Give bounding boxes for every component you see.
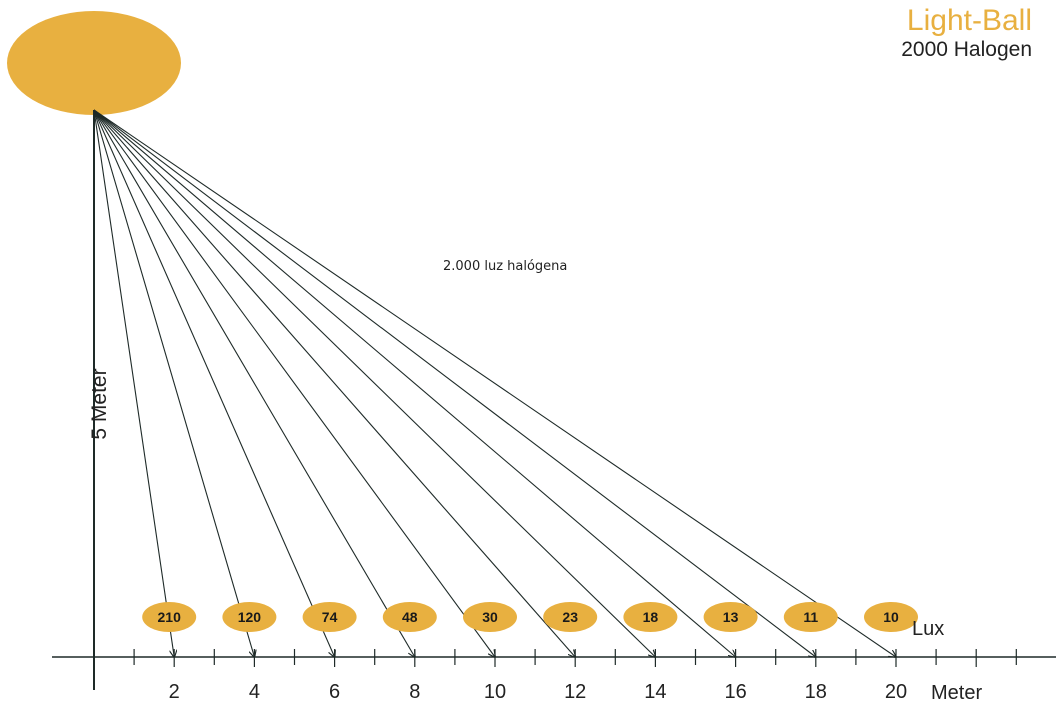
vertical-axis-label: 5 Meter xyxy=(88,368,111,440)
lux-badge-shape xyxy=(222,602,277,632)
tick-label: 14 xyxy=(644,681,666,703)
meter-unit-label: Meter xyxy=(931,682,983,704)
light-ball-icon xyxy=(7,11,181,115)
center-label: 2.000 luz halógena xyxy=(443,259,568,274)
tick-label: 4 xyxy=(249,681,260,703)
tick-label: 2 xyxy=(169,681,180,703)
brand-block: Light-Ball 2000 Halogen xyxy=(901,4,1032,62)
lux-value: 23 xyxy=(562,609,578,625)
lux-badge: 30 xyxy=(463,602,517,632)
lux-value: 120 xyxy=(238,609,262,625)
light-ray xyxy=(93,109,254,657)
lux-badge: 18 xyxy=(623,602,678,632)
axis-ticks xyxy=(133,649,1017,667)
light-ray xyxy=(93,109,896,657)
tick-label: 6 xyxy=(329,681,340,703)
lux-value: 11 xyxy=(803,609,818,625)
light-rays xyxy=(93,109,896,657)
distance-tick-labels: 2 4 6 8 10 12 14 16 18 20 xyxy=(169,681,907,703)
lux-value: 48 xyxy=(402,609,418,625)
light-ray xyxy=(93,109,174,657)
light-ray xyxy=(93,109,655,657)
tick-label: 8 xyxy=(409,681,420,703)
tick-label: 10 xyxy=(484,681,506,703)
light-ray xyxy=(93,109,335,657)
lux-badge-shape xyxy=(142,602,197,632)
lux-value: 13 xyxy=(723,609,739,625)
lux-badge: 10 xyxy=(864,602,918,632)
lux-badge: 11 xyxy=(783,602,838,632)
brand-subtitle: 2000 Halogen xyxy=(901,38,1032,61)
lux-unit-label: Lux xyxy=(912,618,945,640)
lux-badge: 13 xyxy=(703,602,758,632)
lux-value: 30 xyxy=(482,609,498,625)
tick-label: 20 xyxy=(885,681,907,703)
lux-badges: 210 120 74 48 30 23 18 13 11 10 xyxy=(142,602,918,632)
lux-badge-shape xyxy=(703,602,758,632)
light-ray xyxy=(93,109,575,657)
tick-label: 18 xyxy=(805,681,827,703)
lux-value: 74 xyxy=(322,609,338,625)
lux-badge-shape xyxy=(463,602,517,632)
lux-value: 210 xyxy=(158,609,182,625)
light-ray xyxy=(93,109,415,657)
light-ray xyxy=(93,109,495,657)
light-ray xyxy=(93,109,736,657)
brand-title: Light-Ball xyxy=(906,4,1032,37)
lux-badge: 23 xyxy=(543,602,598,632)
lux-badge: 74 xyxy=(302,602,357,632)
lux-badge-shape xyxy=(543,602,598,632)
light-ray xyxy=(93,109,816,657)
lux-badge: 48 xyxy=(382,602,437,632)
lux-badge-shape xyxy=(864,602,918,632)
lux-badge: 210 xyxy=(142,602,197,632)
lux-badge-shape xyxy=(382,602,437,632)
lux-badge-shape xyxy=(623,602,678,632)
lux-badge: 120 xyxy=(222,602,277,632)
lux-value: 18 xyxy=(643,609,659,625)
lux-badge-shape xyxy=(302,602,357,632)
tick-label: 12 xyxy=(564,681,586,703)
lux-badge-shape xyxy=(783,602,838,632)
tick-label: 16 xyxy=(724,681,746,703)
lux-value: 10 xyxy=(883,609,899,625)
